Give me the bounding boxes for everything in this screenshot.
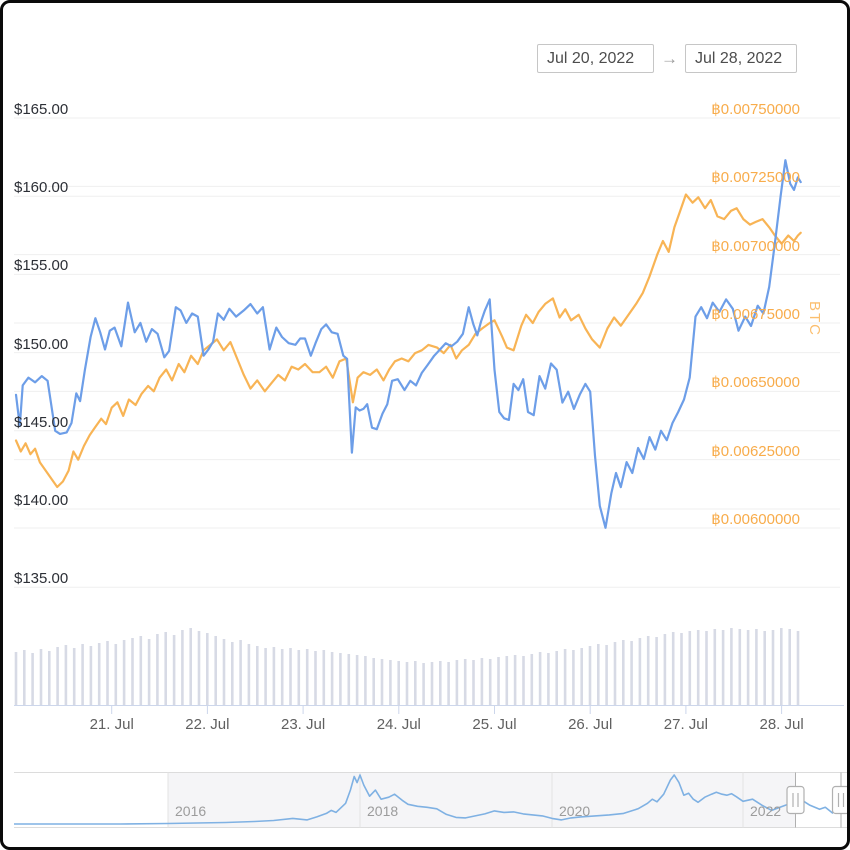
- date-from-input[interactable]: Jul 20, 2022: [537, 44, 654, 73]
- usd-axis-label: $150.00: [14, 335, 69, 353]
- x-axis-day-label: 23. Jul: [280, 716, 326, 733]
- btc-axis-label: ฿0.00750000: [711, 101, 800, 118]
- price-series: [14, 159, 802, 529]
- history-navigator[interactable]: [14, 772, 850, 828]
- date-range-picker: Jul 20, 2022 → Jul 28, 2022: [537, 44, 797, 73]
- btc-axis-label: ฿0.00700000: [711, 237, 800, 255]
- x-axis-day-label: 28. Jul: [759, 716, 804, 733]
- arrow-right-icon: →: [661, 48, 678, 68]
- x-axis-day-label: 26. Jul: [568, 716, 613, 733]
- navigator-year-label: 2016: [175, 803, 207, 819]
- navigator-year-label: 2022: [750, 803, 782, 819]
- usd-axis-label: $135.00: [14, 570, 69, 588]
- btc-axis-title: BTC: [806, 301, 823, 337]
- btc-axis-label: ฿0.00600000: [711, 510, 800, 528]
- usd-axis-label: $165.00: [14, 101, 69, 118]
- usd-axis-label: $160.00: [14, 179, 69, 197]
- x-axis-day-label: 27. Jul: [663, 716, 708, 733]
- x-axis-day-label: 22. Jul: [185, 716, 230, 733]
- usd-axis-label: $145.00: [14, 413, 69, 431]
- btc-axis-label: ฿0.00725000: [711, 169, 800, 187]
- x-axis-day-label: 21. Jul: [89, 716, 134, 733]
- navigator-year-label: 2018: [367, 803, 399, 819]
- usd-axis-label: $140.00: [14, 492, 69, 509]
- x-axis-day-label: 25. Jul: [472, 716, 517, 733]
- date-to-input[interactable]: Jul 28, 2022: [685, 44, 797, 73]
- btc-axis-label: ฿0.00650000: [711, 374, 800, 392]
- btc-axis-label: ฿0.00675000: [711, 305, 800, 323]
- x-axis-day-label: 24. Jul: [376, 716, 421, 733]
- navigator-handle-left[interactable]: [786, 772, 805, 828]
- navigator-year-label: 2020: [559, 803, 591, 819]
- btc-axis-label: ฿0.00625000: [711, 442, 800, 460]
- volume-bars: [14, 628, 800, 706]
- navigator-handle-right[interactable]: [831, 772, 850, 828]
- usd-axis-label: $155.00: [14, 257, 69, 275]
